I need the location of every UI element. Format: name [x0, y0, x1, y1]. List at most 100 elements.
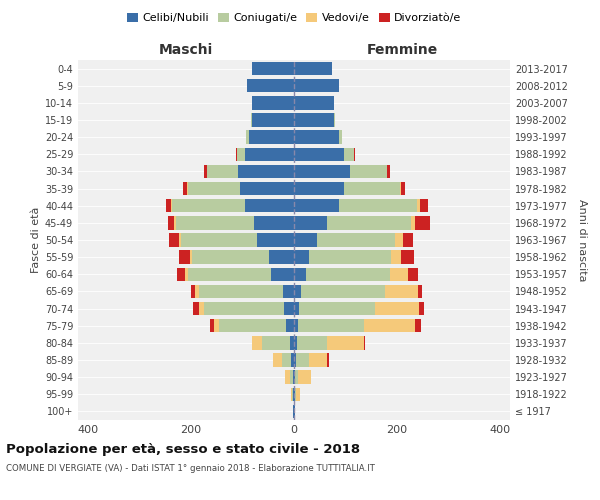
- Bar: [290, 370, 293, 384]
- Bar: [297, 336, 327, 349]
- Bar: [344, 182, 400, 196]
- Text: Femmine: Femmine: [367, 42, 437, 56]
- Bar: [294, 164, 350, 178]
- Bar: [240, 182, 294, 196]
- Bar: [166, 199, 171, 212]
- Bar: [292, 388, 293, 401]
- Bar: [294, 199, 339, 212]
- Bar: [286, 319, 294, 332]
- Text: Maschi: Maschi: [159, 42, 213, 56]
- Bar: [285, 370, 290, 384]
- Bar: [253, 336, 262, 349]
- Bar: [364, 319, 415, 332]
- Bar: [168, 216, 174, 230]
- Bar: [296, 354, 309, 366]
- Bar: [294, 148, 344, 161]
- Y-axis label: Anni di nascita: Anni di nascita: [577, 198, 587, 281]
- Bar: [181, 234, 257, 246]
- Bar: [415, 216, 430, 230]
- Bar: [204, 302, 284, 316]
- Bar: [183, 182, 187, 196]
- Bar: [298, 319, 364, 332]
- Bar: [204, 164, 206, 178]
- Bar: [176, 216, 254, 230]
- Bar: [339, 130, 342, 144]
- Bar: [188, 182, 240, 196]
- Bar: [294, 182, 344, 196]
- Bar: [327, 354, 329, 366]
- Bar: [252, 96, 294, 110]
- Bar: [293, 370, 294, 384]
- Bar: [328, 216, 411, 230]
- Bar: [375, 302, 419, 316]
- Bar: [246, 130, 249, 144]
- Bar: [296, 388, 299, 401]
- Bar: [400, 182, 401, 196]
- Bar: [418, 199, 420, 212]
- Bar: [252, 62, 294, 76]
- Bar: [290, 336, 294, 349]
- Legend: Celibi/Nubili, Coniugati/e, Vedovi/e, Divorziatò/e: Celibi/Nubili, Coniugati/e, Vedovi/e, Di…: [122, 8, 466, 28]
- Bar: [294, 216, 328, 230]
- Bar: [317, 234, 395, 246]
- Bar: [391, 250, 401, 264]
- Bar: [185, 268, 188, 281]
- Bar: [195, 284, 199, 298]
- Bar: [206, 164, 238, 178]
- Bar: [295, 388, 296, 401]
- Bar: [238, 148, 245, 161]
- Bar: [411, 216, 415, 230]
- Bar: [294, 250, 310, 264]
- Bar: [389, 268, 407, 281]
- Bar: [283, 284, 294, 298]
- Bar: [291, 388, 292, 401]
- Bar: [294, 302, 299, 316]
- Bar: [177, 268, 185, 281]
- Bar: [191, 284, 195, 298]
- Bar: [364, 336, 365, 349]
- Bar: [252, 114, 294, 126]
- Bar: [273, 354, 282, 366]
- Bar: [299, 302, 375, 316]
- Text: COMUNE DI VERGIATE (VA) - Dati ISTAT 1° gennaio 2018 - Elaborazione TUTTITALIA.I: COMUNE DI VERGIATE (VA) - Dati ISTAT 1° …: [6, 464, 375, 473]
- Bar: [294, 268, 307, 281]
- Bar: [298, 370, 311, 384]
- Bar: [301, 284, 385, 298]
- Bar: [169, 234, 179, 246]
- Bar: [350, 164, 387, 178]
- Bar: [172, 199, 245, 212]
- Bar: [294, 354, 296, 366]
- Bar: [420, 199, 428, 212]
- Bar: [238, 164, 294, 178]
- Bar: [334, 114, 335, 126]
- Bar: [236, 148, 238, 161]
- Bar: [251, 114, 252, 126]
- Bar: [403, 234, 413, 246]
- Bar: [387, 164, 389, 178]
- Bar: [294, 96, 334, 110]
- Bar: [192, 250, 269, 264]
- Bar: [245, 148, 294, 161]
- Text: Popolazione per età, sesso e stato civile - 2018: Popolazione per età, sesso e stato civil…: [6, 442, 360, 456]
- Bar: [401, 182, 405, 196]
- Bar: [247, 79, 294, 92]
- Bar: [309, 354, 327, 366]
- Bar: [353, 148, 355, 161]
- Bar: [271, 268, 294, 281]
- Bar: [262, 336, 290, 349]
- Bar: [294, 336, 297, 349]
- Bar: [199, 284, 283, 298]
- Bar: [294, 234, 317, 246]
- Bar: [419, 302, 424, 316]
- Bar: [188, 268, 271, 281]
- Bar: [254, 216, 294, 230]
- Bar: [174, 216, 176, 230]
- Bar: [294, 284, 301, 298]
- Bar: [257, 234, 294, 246]
- Bar: [179, 250, 190, 264]
- Bar: [327, 336, 364, 349]
- Bar: [295, 370, 298, 384]
- Bar: [199, 302, 204, 316]
- Bar: [190, 250, 192, 264]
- Bar: [407, 268, 418, 281]
